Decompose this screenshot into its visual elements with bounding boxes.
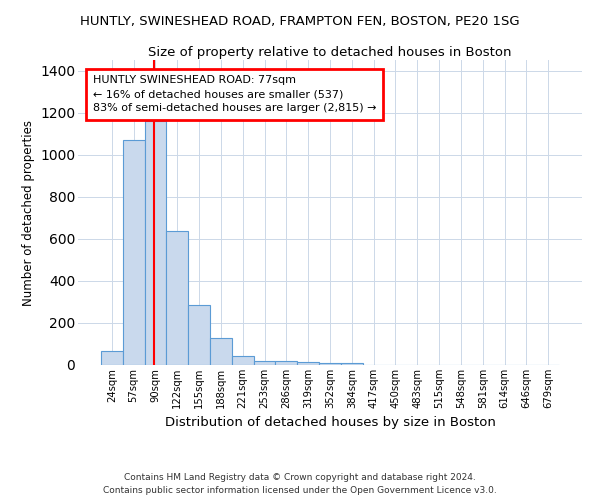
Bar <box>232 356 254 365</box>
Text: Contains HM Land Registry data © Crown copyright and database right 2024.
Contai: Contains HM Land Registry data © Crown c… <box>103 474 497 495</box>
Bar <box>275 361 297 365</box>
Bar <box>101 352 123 365</box>
Title: Size of property relative to detached houses in Boston: Size of property relative to detached ho… <box>148 46 512 59</box>
Text: HUNTLY SWINESHEAD ROAD: 77sqm
← 16% of detached houses are smaller (537)
83% of : HUNTLY SWINESHEAD ROAD: 77sqm ← 16% of d… <box>93 75 377 114</box>
Bar <box>166 232 188 365</box>
Bar <box>341 363 363 365</box>
Bar <box>297 362 319 365</box>
X-axis label: Distribution of detached houses by size in Boston: Distribution of detached houses by size … <box>164 416 496 430</box>
Bar <box>319 363 341 365</box>
Bar <box>123 140 145 365</box>
Bar <box>210 338 232 365</box>
Y-axis label: Number of detached properties: Number of detached properties <box>22 120 35 306</box>
Bar <box>188 305 210 365</box>
Bar <box>254 361 275 365</box>
Text: HUNTLY, SWINESHEAD ROAD, FRAMPTON FEN, BOSTON, PE20 1SG: HUNTLY, SWINESHEAD ROAD, FRAMPTON FEN, B… <box>80 15 520 28</box>
Bar <box>145 121 166 365</box>
